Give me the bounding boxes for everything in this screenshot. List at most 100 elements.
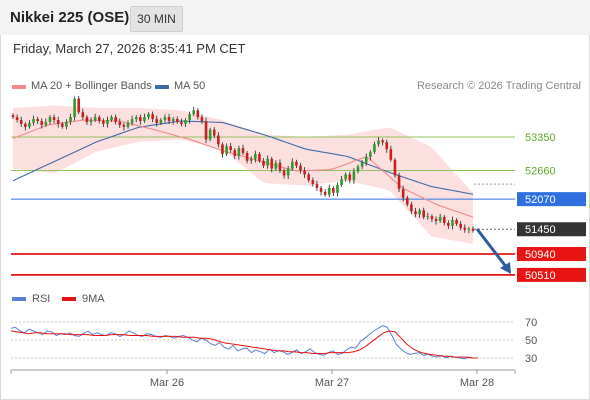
candle-body [237, 148, 241, 156]
candle-body [323, 191, 327, 195]
timeframe-button[interactable]: 30 MIN [130, 6, 183, 32]
candle-body [299, 165, 302, 171]
candle-body [167, 117, 171, 121]
candle-body [134, 117, 138, 120]
candle-body [159, 120, 163, 123]
candle-body [270, 158, 274, 169]
candle-body [295, 161, 298, 166]
candle-body [48, 117, 52, 122]
candle-body [32, 119, 35, 123]
ma20-swatch [12, 85, 26, 89]
rsi-tick-70: 70 [525, 317, 537, 329]
candle-body [28, 122, 31, 127]
candle-body [258, 153, 261, 161]
candle-body [352, 171, 356, 181]
rsi-ma-legend: 9MA [82, 293, 105, 305]
candle-body [204, 120, 208, 140]
candle-body [184, 120, 187, 124]
rsi-tick-50: 50 [525, 335, 537, 347]
chart-header: Nikkei 225 (OSE) 30 MIN [0, 0, 590, 35]
candle-body [77, 98, 81, 113]
candle-body [233, 150, 237, 156]
candle-body [434, 219, 438, 221]
candle-body [122, 124, 126, 127]
candle-body [143, 117, 146, 121]
candle-body [344, 174, 347, 180]
candle-body [24, 123, 27, 127]
candle-body [163, 117, 167, 121]
candle-body [467, 228, 471, 230]
candle-body [69, 117, 72, 122]
candle-body [60, 123, 64, 127]
candle-body [245, 153, 249, 161]
candle-body [340, 179, 343, 186]
candle-body [155, 119, 159, 123]
rsi-swatch [12, 297, 26, 301]
candle-body [196, 110, 200, 118]
rsi-tick-30: 30 [525, 353, 537, 365]
candle-body [389, 149, 393, 160]
instrument-title: Nikkei 225 (OSE) [10, 9, 130, 26]
candle-body [442, 217, 446, 223]
candle-body [364, 156, 368, 163]
candle-body [147, 114, 150, 118]
candle-body [11, 115, 15, 118]
candle-body [422, 210, 426, 218]
rsi-ma-line [10, 330, 478, 359]
candle-body [212, 129, 216, 136]
timestamp: Friday, March 27, 2026 8:35:41 PM CET [13, 41, 246, 56]
candle-body [266, 158, 269, 166]
ma50-swatch [155, 85, 169, 89]
current-price-box [517, 222, 586, 237]
rsi-ma-swatch [62, 297, 76, 301]
candle-body [171, 119, 175, 121]
candle-body [175, 119, 179, 122]
x-tick-label: Mar 28 [460, 377, 494, 389]
candle-body [451, 220, 454, 226]
candle-body [274, 162, 278, 169]
candle-body [118, 121, 122, 125]
candle-body [393, 159, 397, 176]
candle-body [369, 152, 372, 157]
candle-body [397, 175, 401, 189]
candle-body [102, 120, 105, 124]
ma50-line [12, 120, 474, 195]
candle-body [225, 146, 228, 154]
candle-body [336, 185, 339, 193]
support-label-50510: 50510 [525, 270, 556, 282]
current-price-label: 51450 [525, 224, 556, 236]
candle-body [36, 119, 39, 121]
candle-body [241, 148, 245, 154]
candle-body [15, 117, 19, 121]
candle-body [401, 188, 405, 198]
candle-body [360, 162, 364, 167]
candle-body [290, 161, 294, 169]
candle-body [282, 170, 286, 176]
candle-body [430, 216, 434, 220]
candle-body [110, 117, 113, 121]
rsi-line [10, 325, 478, 360]
candle-body [332, 187, 335, 193]
x-tick-label: Mar 27 [315, 377, 349, 389]
candle-body [438, 217, 442, 221]
candle-body [126, 122, 130, 127]
candle-body [414, 211, 417, 215]
candle-body [405, 197, 409, 205]
candle-body [286, 168, 290, 176]
pivot-label-52070: 52070 [525, 194, 556, 206]
candle-body [447, 222, 450, 226]
candle-body [455, 220, 458, 224]
candle-body [200, 117, 204, 121]
support-label-50940: 50940 [525, 249, 556, 261]
candle-body [348, 174, 352, 181]
candle-body [192, 110, 196, 115]
candle-body [410, 204, 413, 212]
ma50-legend: MA 50 [174, 80, 206, 92]
candle-body [327, 187, 331, 195]
candle-body [208, 129, 212, 140]
candle-body [373, 144, 376, 153]
candle-body [85, 117, 89, 122]
candle-body [418, 210, 421, 215]
candle-body [19, 120, 23, 124]
